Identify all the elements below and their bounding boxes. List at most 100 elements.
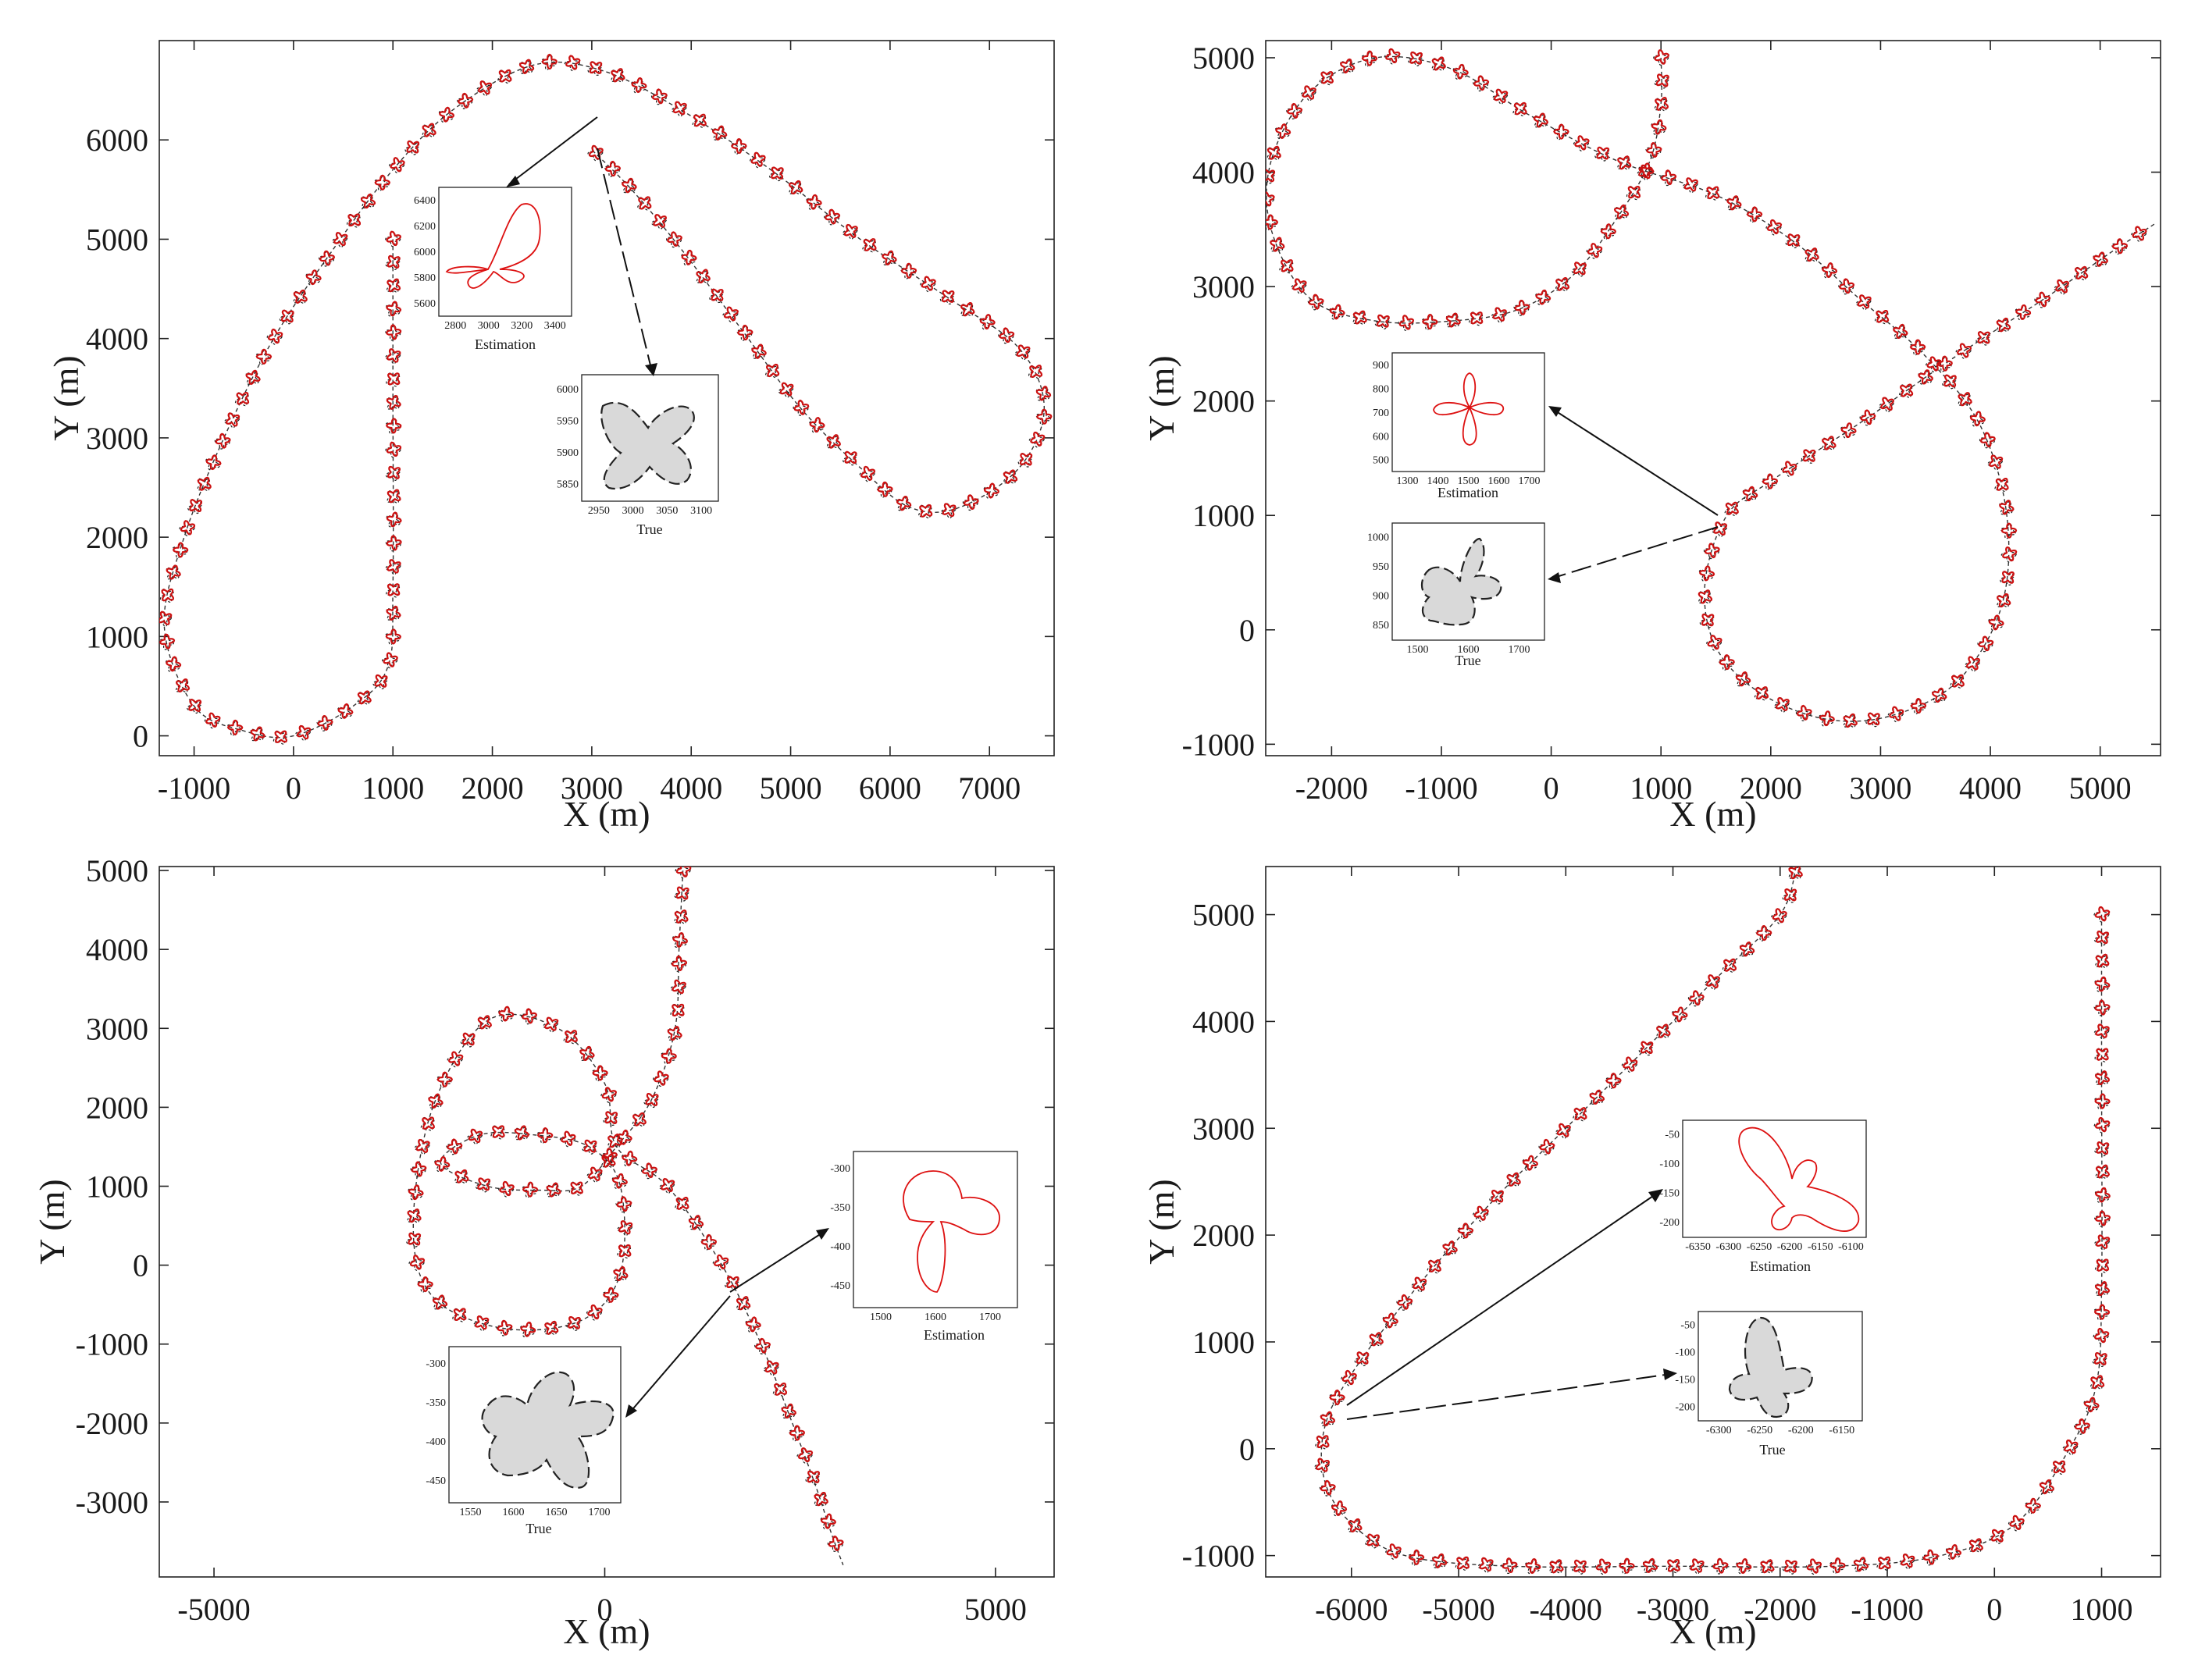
inset-x-tick-label: 1600 — [503, 1507, 525, 1518]
estimated-extent-marker — [828, 1535, 844, 1551]
estimated-extent-marker — [1573, 262, 1587, 276]
estimated-extent-marker — [497, 1319, 513, 1336]
estimated-extent-marker — [2093, 1304, 2111, 1320]
estimated-extent-marker — [454, 1169, 469, 1183]
estimated-extent-marker — [603, 1287, 619, 1304]
estimated-extent-marker — [1502, 1557, 1518, 1574]
estimated-extent-marker — [1690, 1558, 1705, 1573]
estimated-extent-marker — [1267, 145, 1281, 160]
estimated-extent-marker — [166, 564, 181, 580]
estimated-extent-marker — [1977, 331, 1990, 344]
estimated-extent-marker — [1784, 1560, 1797, 1573]
x-tick-label: 5000 — [760, 771, 822, 806]
y-tick-label: 2000 — [1192, 1218, 1255, 1253]
estimated-extent-marker — [428, 1093, 444, 1109]
estimated-extent-marker — [1735, 671, 1751, 687]
inset-frame — [853, 1151, 1018, 1308]
true-trajectory — [163, 61, 1046, 739]
inset-true-bottom-left: True — [448, 1346, 622, 1536]
estimated-extent-marker — [390, 157, 405, 173]
true-extent-marker — [386, 583, 401, 598]
estimated-extent-marker — [1719, 654, 1735, 671]
estimated-extent-marker — [607, 1134, 622, 1148]
estimated-extent-marker — [1281, 259, 1294, 272]
estimated-extent-marker — [1755, 686, 1769, 700]
estimated-extent-marker — [1473, 1205, 1489, 1221]
estimated-extent-marker — [1292, 278, 1307, 293]
inset-x-tick-label: 1500 — [1458, 475, 1480, 487]
estimated-extent-marker — [1525, 1557, 1541, 1575]
estimated-extent-marker — [641, 1162, 658, 1179]
estimated-extent-marker — [779, 382, 794, 397]
ylabel-bottom-left: Y (m) — [32, 1179, 72, 1264]
estimated-extent-marker — [522, 1008, 538, 1024]
estimated-extent-marker — [1320, 70, 1334, 84]
estimated-extent-shape — [445, 203, 541, 289]
estimated-extent-marker — [387, 583, 401, 596]
estimated-extent-marker — [374, 174, 391, 191]
true-extent-marker — [346, 213, 361, 228]
inset-x-tick-label: -6250 — [1747, 1425, 1772, 1436]
inset-y-tick-label: -100 — [1675, 1347, 1695, 1359]
estimated-extent-marker — [1746, 206, 1763, 222]
estimated-extent-marker — [1494, 88, 1509, 103]
estimated-extent-marker — [587, 1304, 603, 1320]
true-extent-marker — [918, 504, 932, 519]
axes-frame-bottom-right — [1265, 866, 2161, 1578]
estimated-extent-marker — [387, 278, 401, 293]
true-extent-marker — [273, 730, 287, 745]
inset-y-tick-label: 6000 — [557, 384, 579, 396]
estimated-extent-marker — [2039, 1479, 2055, 1495]
estimated-extent-marker — [1315, 1458, 1331, 1472]
estimated-extent-marker — [765, 363, 780, 378]
arrow-to-estimation — [1346, 1194, 1656, 1406]
x-tick-label: 5000 — [964, 1592, 1027, 1627]
inset-frame — [438, 187, 572, 317]
estimated-extent-marker — [386, 511, 402, 528]
x-tick-label: 0 — [286, 771, 301, 806]
estimated-extent-marker — [781, 1403, 796, 1419]
estimated-extent-marker — [1999, 500, 2015, 515]
estimated-extent-marker — [2111, 238, 2129, 254]
estimated-extent-marker — [1573, 1559, 1587, 1573]
true-extent-marker — [372, 674, 388, 689]
estimated-extent-marker — [1308, 294, 1324, 310]
estimated-extent-marker — [255, 348, 273, 365]
estimated-extent-marker — [518, 59, 535, 74]
estimated-extent-marker — [1535, 289, 1552, 305]
estimated-extent-marker — [601, 1153, 616, 1168]
arrow-to-true — [597, 148, 653, 372]
estimated-extent-marker — [711, 125, 728, 141]
estimated-extent-marker — [1762, 473, 1779, 489]
estimated-extent-marker — [357, 690, 372, 705]
xlabel-top-right: X (m) — [1669, 794, 1756, 834]
x-tick-label: -2000 — [1295, 771, 1368, 806]
inset-estimation-bottom-right: Estimation — [1682, 1119, 1867, 1274]
true-extent-marker — [1865, 712, 1881, 728]
inset-x-tick-label: 2950 — [588, 505, 610, 517]
estimated-extent-marker — [1341, 1369, 1357, 1386]
estimated-extent-marker — [896, 495, 912, 511]
estimated-extent-marker — [568, 1316, 581, 1329]
estimated-extent-marker — [1539, 1138, 1555, 1155]
estimated-extent-marker — [672, 932, 689, 948]
y-tick-label: 1000 — [86, 1169, 148, 1205]
estimated-extent-marker — [806, 194, 822, 210]
estimated-extent-marker — [1821, 262, 1838, 279]
estimated-extent-marker — [754, 1337, 771, 1354]
estimated-extent-marker — [436, 1071, 454, 1087]
estimated-extent-marker — [1409, 52, 1423, 65]
inset-y-tick-label: 5900 — [557, 447, 579, 459]
estimated-extent-marker — [1596, 146, 1610, 160]
true-extent-marker — [568, 1181, 583, 1196]
estimated-extent-marker — [1369, 1332, 1384, 1347]
true-extent-marker — [651, 214, 667, 230]
estimated-extent-marker — [1901, 1553, 1915, 1568]
true-extent-marker — [187, 698, 202, 714]
true-extent-marker — [1942, 374, 1958, 390]
estimated-extent-marker — [1988, 614, 2004, 631]
estimated-extent-marker — [1651, 119, 1667, 135]
true-extent-marker — [1354, 1351, 1370, 1367]
estimated-extent-marker — [1479, 1557, 1494, 1571]
